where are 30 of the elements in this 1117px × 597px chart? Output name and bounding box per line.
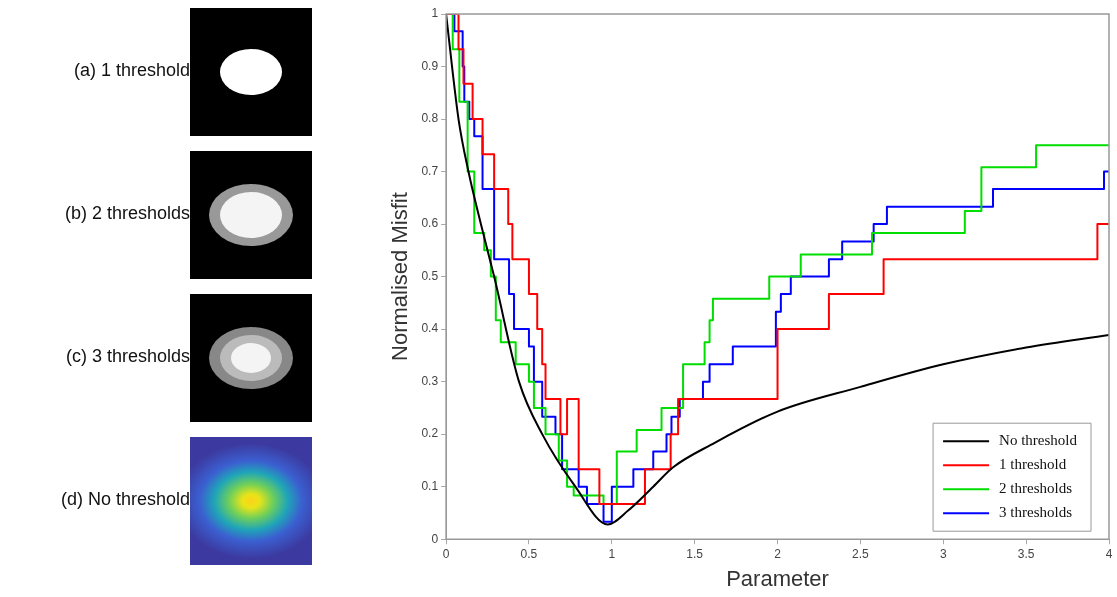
y-tick-label: 1 [431, 6, 439, 21]
y-tick-label: 0.3 [421, 373, 439, 388]
y-tick-label: 0.9 [421, 58, 439, 73]
x-tick-label: 0 [442, 546, 450, 561]
x-tick-label: 3.5 [1017, 546, 1035, 561]
y-tick-label: 0.4 [421, 321, 439, 336]
y-axis-title: Normalised Misfit [387, 192, 413, 361]
y-tick-label: 0.7 [421, 163, 439, 178]
text: (d) No threshold [59, 489, 190, 510]
legend-label: 1 threshold [999, 456, 1067, 473]
x-tick-label: 1.5 [686, 546, 704, 561]
y-tick-label: 0.1 [421, 478, 439, 493]
x-tick-label: 3 [939, 546, 947, 561]
text: (a) 1 threshold [72, 60, 190, 81]
legend-label: 2 thresholds [999, 480, 1073, 497]
y-tick-label: 0.2 [421, 426, 439, 441]
y-tick-label: 0.8 [421, 111, 439, 126]
x-tick-label: 0.5 [520, 546, 538, 561]
text: (b) 2 thresholds [63, 203, 190, 224]
x-tick-label: 4 [1105, 546, 1113, 561]
x-tick-label: 2 [774, 546, 782, 561]
x-tick-label: 2.5 [852, 546, 870, 561]
y-tick-label: 0.6 [421, 216, 439, 231]
x-axis-title: Parameter [726, 565, 829, 591]
y-tick-label: 0 [431, 531, 439, 546]
legend-label: 3 thresholds [999, 504, 1073, 521]
y-tick-label: 0.5 [421, 268, 439, 283]
text: (c) 3 thresholds [64, 346, 190, 367]
x-tick-label: 1 [608, 546, 616, 561]
legend-label: No threshold [999, 432, 1078, 449]
